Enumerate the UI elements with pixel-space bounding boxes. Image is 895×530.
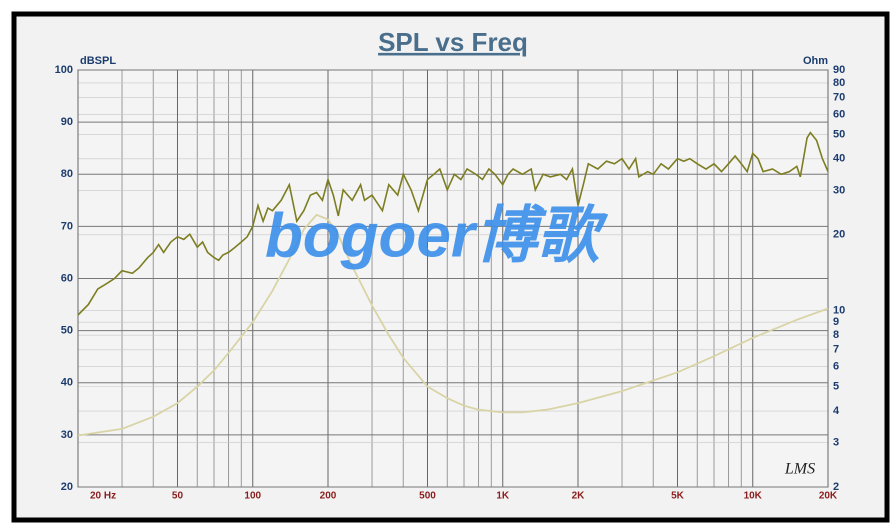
y-tick-label: 100: [55, 64, 73, 76]
series-line: [77, 213, 829, 437]
series-line: [77, 131, 829, 316]
y-tick-label: 50: [61, 325, 73, 337]
y2-tick-label: 4: [833, 405, 840, 417]
y-tick-label: 60: [61, 272, 73, 284]
y2-tick-label: 3: [833, 436, 839, 448]
y2-tick-label: 10: [833, 305, 845, 317]
y2-tick-label: 9: [833, 316, 839, 328]
y2-axis-label: Ohm: [803, 55, 828, 67]
y-axis-label: dBSPL: [80, 55, 116, 67]
y-tick-label: 30: [61, 429, 73, 441]
y2-tick-label: 30: [833, 184, 845, 196]
x-tick-label: 50: [172, 491, 184, 502]
y-tick-label: 90: [61, 116, 73, 128]
y2-tick-label: 80: [833, 77, 845, 89]
y2-tick-label: 5: [833, 381, 839, 393]
x-tick-label: 2K: [572, 491, 586, 502]
chart-title: SPL vs Freq: [378, 27, 528, 57]
y2-tick-label: 70: [833, 91, 845, 103]
y2-tick-label: 20: [833, 229, 845, 241]
y2-tick-label: 60: [833, 108, 845, 120]
logo: LMS: [784, 461, 815, 478]
x-tick-label: 200: [320, 491, 337, 502]
y2-tick-label: 7: [833, 344, 839, 356]
x-tick-label: 100: [244, 491, 261, 502]
y2-tick-label: 6: [833, 361, 839, 373]
y-tick-label: 80: [61, 168, 73, 180]
y2-tick-label: 8: [833, 329, 839, 341]
y-tick-label: 70: [61, 220, 73, 232]
watermark: bogoer博歌: [265, 201, 609, 270]
x-tick-label: 20 Hz: [90, 491, 116, 502]
x-tick-label: 1K: [496, 491, 510, 502]
y-tick-label: 40: [61, 377, 73, 389]
y2-tick-label: 2: [833, 481, 839, 493]
x-tick-label: 5K: [671, 491, 685, 502]
x-tick-label: 20K: [819, 491, 838, 502]
x-tick-label: 10K: [744, 491, 763, 502]
y2-tick-label: 40: [833, 153, 845, 165]
x-tick-label: 500: [419, 491, 436, 502]
y2-tick-label: 90: [833, 64, 845, 76]
y-tick-label: 20: [61, 481, 73, 493]
y2-tick-label: 50: [833, 128, 845, 140]
